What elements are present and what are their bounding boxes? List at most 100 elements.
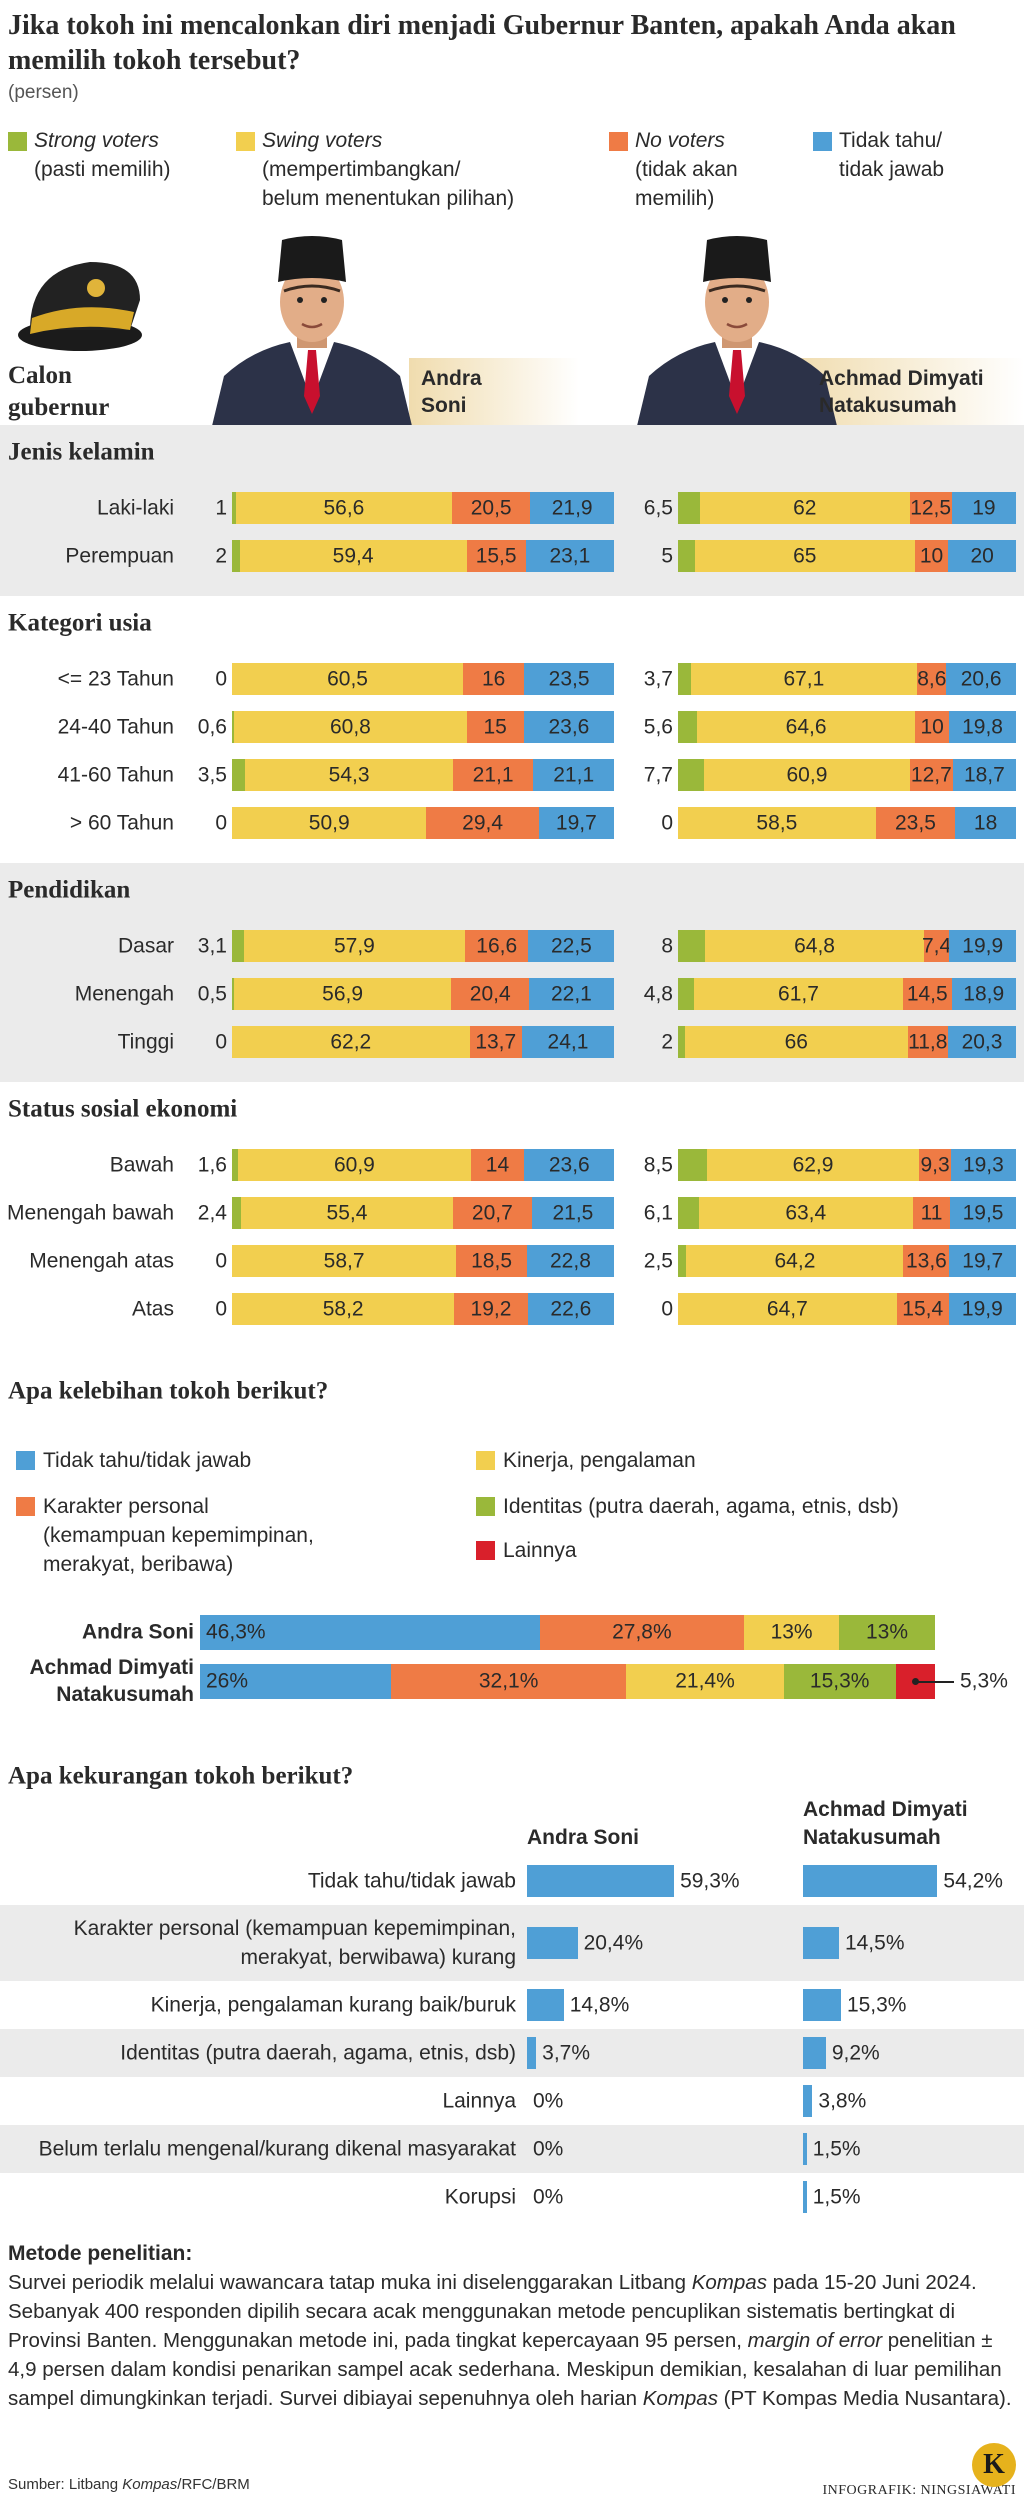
value-label: 64,6 (785, 715, 827, 739)
bar-segment (678, 807, 876, 839)
bar-segment (530, 492, 614, 524)
bar-segment (466, 711, 524, 743)
bar-segment (470, 1149, 525, 1181)
bar (803, 1989, 841, 2021)
value-label: 0 (215, 667, 227, 691)
category-label: Laki-laki (96, 496, 174, 520)
category-label: Menengah (74, 982, 174, 1006)
value-label: 58,2 (322, 1297, 364, 1321)
value-label: 12,7 (910, 763, 952, 787)
legend-swatch (16, 1497, 35, 1516)
legend-label: Identitas (putra daerah, agama, etnis, d… (503, 1495, 899, 1518)
value-label: 3,5 (197, 763, 227, 787)
legend-swatch (813, 132, 832, 151)
bar-segment (523, 711, 614, 743)
value-label: 59,3% (680, 1869, 740, 1893)
value-label: 64,7 (766, 1297, 808, 1321)
name-background (409, 358, 579, 426)
bar-segment (705, 930, 925, 962)
bar-segment (232, 978, 234, 1010)
value-label: 18,7 (963, 763, 1005, 787)
legend-swatch (609, 132, 628, 151)
value-label: 1,5% (812, 2137, 861, 2161)
value-label: 23,1 (549, 544, 591, 568)
value-label: 20,5 (470, 496, 512, 520)
value-label: 11,8 (908, 1030, 948, 1054)
method-run: penelitian ± 4,9 persen dalam kondisi pe… (8, 2329, 1002, 2410)
value-label: 22,1 (550, 982, 592, 1006)
bar (527, 2037, 537, 2069)
method-run: margin of error (747, 2329, 883, 2352)
bar-segment (463, 663, 525, 695)
bar-segment (626, 1664, 784, 1699)
value-label: 20,6 (960, 667, 1002, 691)
value-label: 1 (215, 496, 227, 520)
bar-segment (950, 1149, 1016, 1181)
value-label: 23,5 (548, 667, 590, 691)
chart-title: Jika tokoh ini mencalonkan diri menjadi … (8, 10, 956, 76)
bar-segment (241, 1197, 453, 1229)
category-label: Bawah (109, 1153, 174, 1177)
category-label: Tidak tahu/tidak jawab (307, 1869, 516, 1893)
bar-segment (527, 1293, 614, 1325)
value-label: 3,8% (818, 2089, 867, 2113)
value-label: 22,5 (550, 934, 592, 958)
value-label: 1,6 (197, 1153, 227, 1177)
category-label: Kinerja, pengalaman kurang baik/buruk (150, 1993, 516, 2017)
bar-segment (698, 1197, 913, 1229)
value-label: 3,1 (197, 934, 227, 958)
row-band (0, 1905, 1024, 1981)
value-label: 2 (661, 1030, 673, 1054)
category-label: Achmad Dimyati Natakusumah (29, 1656, 194, 1706)
leader-dot (912, 1678, 920, 1685)
bar-segment (232, 540, 240, 572)
bar-segment (783, 1664, 896, 1699)
value-label: 54,2% (943, 1869, 1003, 1893)
value-label: 7,7 (643, 763, 673, 787)
candidate-name: Andra Soni (421, 367, 482, 417)
bar-segment (426, 807, 539, 839)
value-label: 58,7 (323, 1249, 365, 1273)
value-label: 6,5 (643, 496, 673, 520)
bar-segment (706, 1149, 920, 1181)
credit: INFOGRAFIK: NINGSIAWATI (822, 2483, 1016, 2498)
value-label: 29,4 (462, 811, 504, 835)
value-label: 0 (215, 1249, 227, 1273)
value-label: 0% (533, 2089, 564, 2113)
value-label: 8,5 (643, 1153, 673, 1177)
value-label: 12,5 (910, 496, 952, 520)
legend-swatch (476, 1451, 495, 1470)
value-label: 16,6 (476, 934, 518, 958)
bar-segment (907, 1026, 948, 1058)
bar-segment (678, 1026, 685, 1058)
value-label: 0,6 (197, 715, 227, 739)
group-title: Jenis kelamin (8, 438, 155, 466)
category-label: Belum terlalu mengenal/kurang dikenal ma… (38, 2137, 516, 2161)
bar-segment (239, 540, 467, 572)
bar-segment (200, 1615, 540, 1650)
bar-segment (909, 492, 952, 524)
bar-segment (704, 759, 910, 791)
value-label: 67,1 (783, 667, 825, 691)
bar-segment (525, 540, 614, 572)
leader-line (915, 1681, 954, 1683)
value-label: 62 (793, 496, 817, 520)
bar-segment (531, 1197, 614, 1229)
candidates-label: Calon gubernur (8, 362, 110, 421)
value-label: 0 (215, 1297, 227, 1321)
bar-segment (678, 1197, 699, 1229)
bar-segment (917, 663, 947, 695)
value-label: 3,7 (643, 667, 673, 691)
value-label: 66 (784, 1030, 808, 1054)
bar (803, 1865, 938, 1897)
bar-segment (452, 492, 531, 524)
bar-segment (524, 663, 614, 695)
value-label: 59,4 (332, 544, 374, 568)
value-label: 7,4 (921, 934, 952, 958)
value-label: 60,9 (786, 763, 828, 787)
method-title: Metode penelitian: (8, 2242, 193, 2265)
bar-segment (924, 930, 950, 962)
method-run: (PT Kompas Media Nusantara). (717, 2387, 1012, 2410)
value-label: 0 (661, 1297, 673, 1321)
bar-segment (232, 807, 427, 839)
